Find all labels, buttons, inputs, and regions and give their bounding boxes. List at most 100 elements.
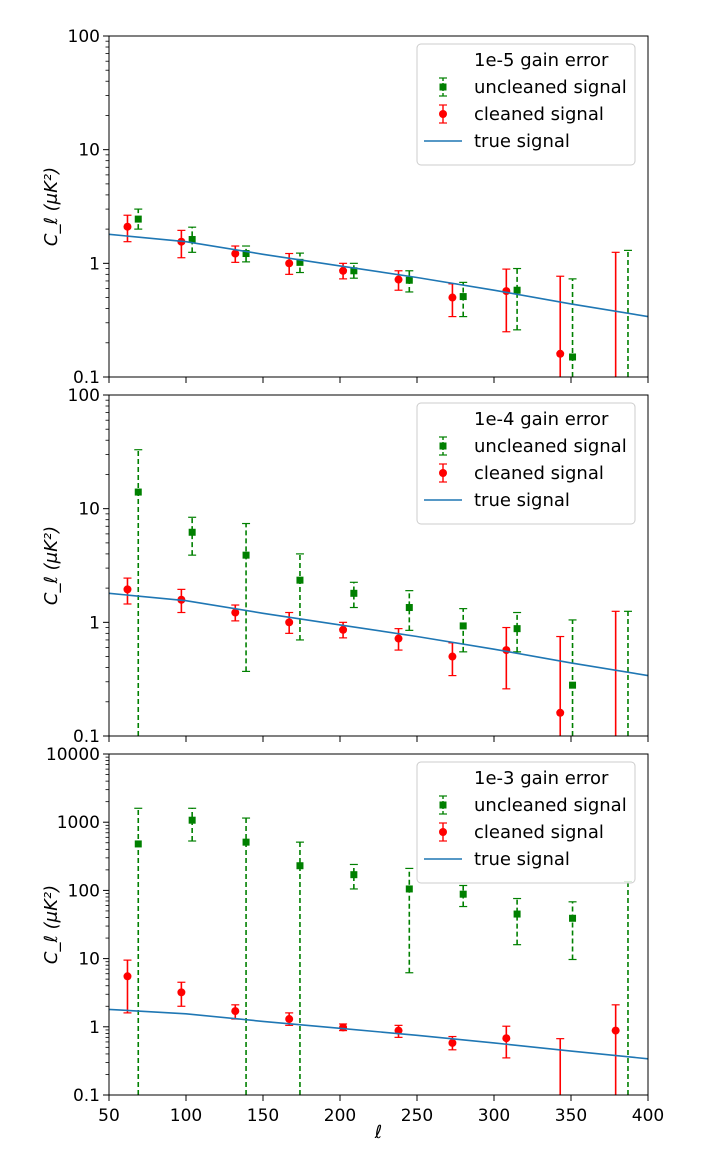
- data-point-cleaned-signal: [556, 349, 565, 358]
- data-point-uncleaned-signal: [569, 681, 577, 689]
- legend-handle-marker: [439, 110, 447, 118]
- chart-panel-bottom: 0.1 1 10 100 1000 10000 50 100 150 200 250 300 350 40…: [41, 745, 664, 1143]
- legend-box: [416, 43, 636, 166]
- y-tick-label: 100: [68, 386, 100, 406]
- x-tick-label: 150: [247, 1106, 279, 1126]
- data-point-uncleaned-signal: [134, 840, 142, 848]
- legend-box: [416, 761, 636, 884]
- data-point-uncleaned-signal: [459, 890, 467, 898]
- plot-frame: [108, 35, 649, 378]
- data-point-uncleaned-signal: [459, 622, 467, 630]
- y-tick-label: 10000: [46, 745, 100, 765]
- data-point-uncleaned-signal: [405, 604, 413, 612]
- legend-handle-marker: [439, 828, 447, 836]
- data-point-cleaned-signal: [339, 266, 348, 275]
- data-point-cleaned-signal: [123, 585, 132, 594]
- legend-entry: true signal: [474, 490, 570, 511]
- data-point-uncleaned-signal: [188, 816, 196, 824]
- x-axis-label: ℓ: [374, 1122, 382, 1143]
- series-line-true-signal: [109, 1008, 648, 1060]
- y-tick-label: 0.1: [73, 1086, 100, 1106]
- legend-entry: uncleaned signal: [474, 795, 627, 816]
- y-minor-ticks: [105, 756, 109, 1075]
- plot-frame: [108, 394, 649, 737]
- data-point-cleaned-signal: [231, 1007, 240, 1016]
- legend-entry: true signal: [474, 849, 570, 870]
- y-tick-label: 10: [78, 950, 100, 970]
- data-point-uncleaned-signal: [242, 551, 250, 559]
- legend: 1e-3 gain error uncleaned signal cleaned s…: [416, 761, 636, 884]
- legend-entry: cleaned signal: [474, 822, 604, 843]
- data-point-uncleaned-signal: [513, 910, 521, 918]
- data-point-cleaned-signal: [611, 1026, 620, 1035]
- data-point-cleaned-signal: [502, 1034, 511, 1043]
- x-tick-label: 50: [98, 1106, 120, 1126]
- x-tick-label: 250: [401, 1106, 433, 1126]
- series-line-true-signal: [109, 233, 648, 318]
- legend-handle-marker: [439, 469, 447, 477]
- data-point-uncleaned-signal: [513, 625, 521, 633]
- data-point-uncleaned-signal: [188, 528, 196, 536]
- data-point-cleaned-signal: [394, 1026, 403, 1035]
- data-point-uncleaned-signal: [242, 250, 250, 258]
- plot-area: [109, 807, 648, 1095]
- plot-area: [109, 208, 648, 377]
- data-point-uncleaned-signal: [569, 914, 577, 922]
- data-point-cleaned-signal: [285, 259, 294, 268]
- plot-area: [109, 449, 648, 736]
- data-point-uncleaned-signal: [350, 871, 358, 879]
- data-point-uncleaned-signal: [188, 236, 196, 244]
- x-tick-label: 200: [324, 1106, 356, 1126]
- legend-handle-marker: [439, 442, 447, 450]
- y-tick-label: 10: [78, 500, 100, 520]
- data-point-cleaned-signal: [177, 988, 186, 997]
- data-point-uncleaned-signal: [513, 286, 521, 294]
- data-point-cleaned-signal: [123, 972, 132, 981]
- y-axis-label: C_ℓ (μK²): [41, 526, 62, 605]
- y-tick-label: 0.1: [73, 368, 100, 388]
- data-point-cleaned-signal: [231, 608, 240, 617]
- data-point-uncleaned-signal: [296, 258, 304, 266]
- plot-frame: [108, 753, 649, 1096]
- x-tick-label: 300: [478, 1106, 510, 1126]
- y-tick-label: 0.1: [73, 727, 100, 747]
- legend-box: [416, 402, 636, 525]
- data-point-cleaned-signal: [448, 652, 457, 661]
- y-axis-label: C_ℓ (μK²): [41, 885, 62, 964]
- y-tick-label: 1: [89, 1018, 100, 1038]
- legend-title: 1e-4 gain error: [474, 409, 609, 430]
- legend-handle-marker: [439, 801, 447, 809]
- y-tick-label: 1: [89, 613, 100, 633]
- legend-entry: uncleaned signal: [474, 77, 627, 98]
- y-tick-label: 100: [68, 27, 100, 47]
- legend-entry: cleaned signal: [474, 463, 604, 484]
- x-tick-label: 400: [632, 1106, 664, 1126]
- legend-title: 1e-3 gain error: [474, 768, 609, 789]
- x-tick-label: 350: [555, 1106, 587, 1126]
- data-point-cleaned-signal: [285, 1015, 294, 1024]
- y-minor-ticks: [105, 399, 109, 703]
- data-point-uncleaned-signal: [350, 267, 358, 275]
- data-point-cleaned-signal: [448, 293, 457, 302]
- data-point-uncleaned-signal: [405, 885, 413, 893]
- y-minor-ticks: [105, 40, 109, 344]
- series-line-true-signal: [109, 592, 648, 677]
- chart-panel-top: 0.1 1 10 100 C_ℓ (μK²) 1e-5 gain error unclean…: [41, 27, 649, 388]
- y-tick-label: 10: [78, 141, 100, 161]
- y-tick-label: 1000: [57, 813, 100, 833]
- data-point-cleaned-signal: [123, 222, 132, 231]
- data-point-uncleaned-signal: [459, 293, 467, 301]
- data-point-uncleaned-signal: [134, 215, 142, 223]
- data-point-cleaned-signal: [285, 618, 294, 627]
- data-point-uncleaned-signal: [296, 576, 304, 584]
- data-point-uncleaned-signal: [296, 862, 304, 870]
- legend: 1e-4 gain error uncleaned signal cleaned s…: [416, 402, 636, 525]
- data-point-uncleaned-signal: [405, 276, 413, 284]
- data-point-cleaned-signal: [231, 249, 240, 258]
- chart-panel-middle: 0.1 1 10 100 C_ℓ (μK²) 1e-4 gain error unclean…: [41, 386, 649, 747]
- y-tick-label: 1: [89, 254, 100, 274]
- data-point-uncleaned-signal: [569, 353, 577, 361]
- y-tick-label: 100: [68, 881, 100, 901]
- legend-entry: cleaned signal: [474, 104, 604, 125]
